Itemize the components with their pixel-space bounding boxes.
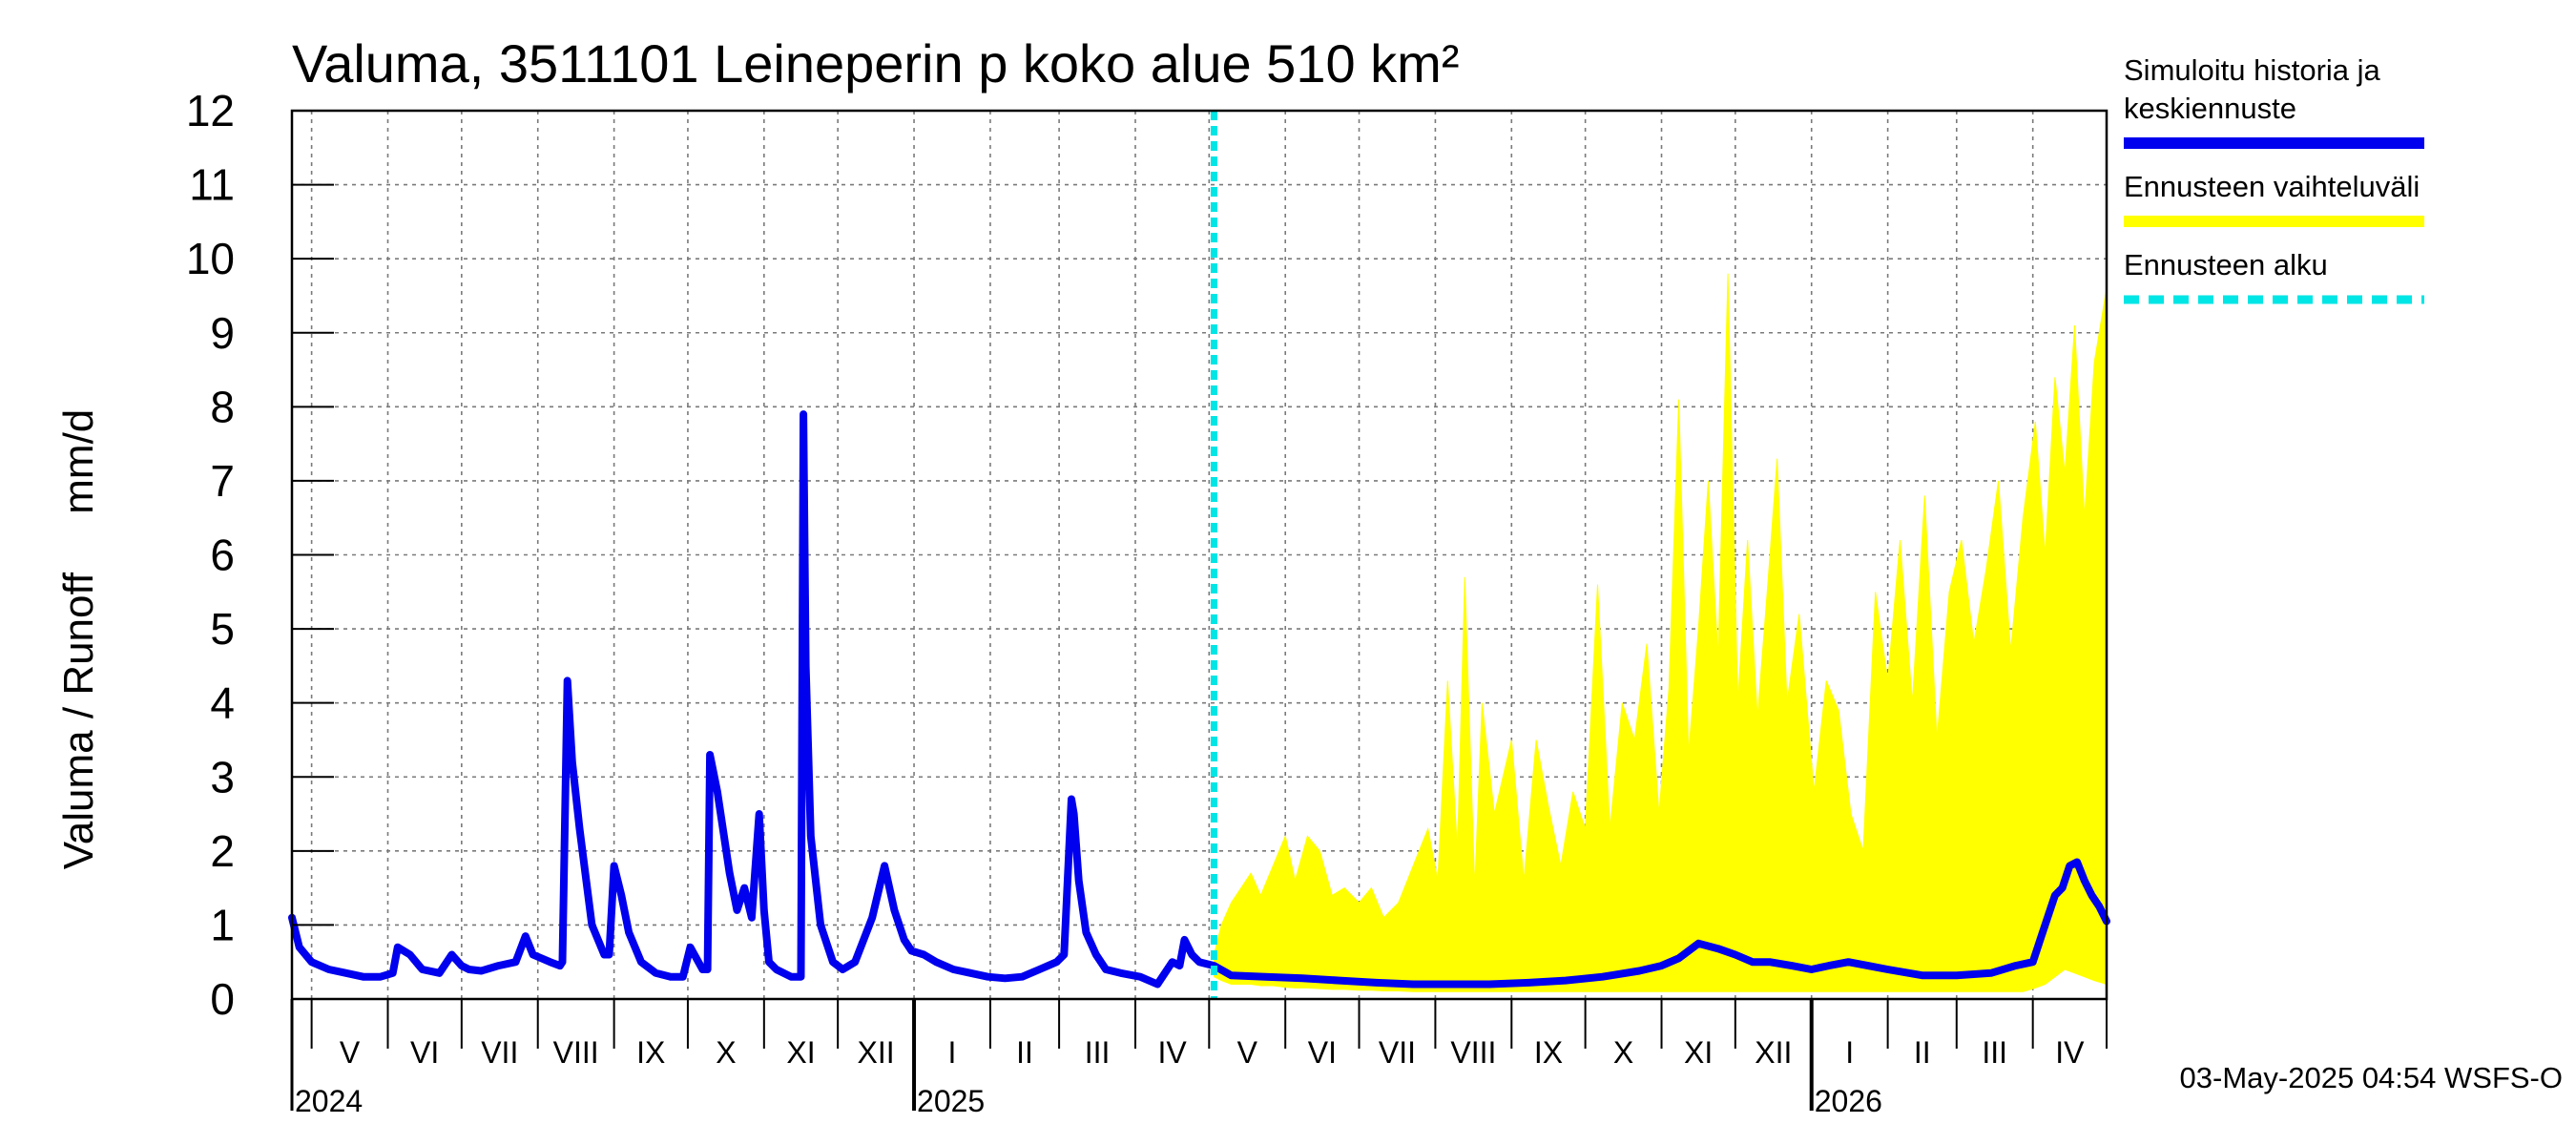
- month-label-10: III: [1085, 1035, 1111, 1070]
- legend-label-2-0: Ennusteen alku: [2124, 248, 2328, 281]
- y-tick-label-9: 9: [210, 308, 235, 358]
- y-tick-label-5: 5: [210, 604, 235, 654]
- simulated-runoff-line: [288, 410, 2110, 989]
- month-label-15: VIII: [1450, 1035, 1496, 1070]
- month-label-21: II: [1914, 1035, 1931, 1070]
- month-label-14: VII: [1379, 1035, 1416, 1070]
- chart-title: Valuma, 3511101 Leineperin p koko alue 5…: [292, 33, 1459, 94]
- y-tick-label-0: 0: [210, 974, 235, 1024]
- month-label-7: XII: [858, 1035, 895, 1070]
- y-tick-label-6: 6: [210, 531, 235, 580]
- month-label-12: V: [1237, 1035, 1258, 1070]
- month-label-1: VI: [410, 1035, 439, 1070]
- legend-label-0-1: keskiennuste: [2124, 92, 2296, 125]
- month-label-3: VIII: [553, 1035, 599, 1070]
- y-tick-label-11: 11: [189, 160, 235, 210]
- month-label-2: VII: [481, 1035, 518, 1070]
- month-label-11: IV: [1158, 1035, 1188, 1070]
- x-axis: V VI VII VIII IX X XI XII I II III IV V VI VII VIII IX X X…: [290, 999, 2108, 1118]
- legend-label-1-0: Ennusteen vaihteluväli: [2124, 170, 2420, 203]
- month-label-22: III: [1982, 1035, 2007, 1070]
- month-label-5: X: [716, 1035, 736, 1070]
- month-label-20: I: [1845, 1035, 1854, 1070]
- month-label-18: XI: [1684, 1035, 1713, 1070]
- y-tick-label-12: 12: [186, 86, 235, 135]
- legend-label-0-0: Simuloitu historia ja: [2124, 53, 2381, 87]
- forecast-range-band: [1214, 273, 2108, 992]
- year-label-2026: 2026: [1815, 1084, 1882, 1118]
- month-label-6: XI: [786, 1035, 815, 1070]
- y-tick-label-7: 7: [210, 456, 235, 506]
- year-label-2025: 2025: [917, 1084, 985, 1118]
- month-label-13: VI: [1308, 1035, 1337, 1070]
- timestamp-footer: 03-May-2025 04:54 WSFS-O: [2180, 1061, 2563, 1094]
- year-label-2024: 2024: [295, 1084, 363, 1118]
- legend: Simuloitu historia ja keskiennuste Ennuste…: [2124, 53, 2424, 304]
- y-tick-label-2: 2: [210, 826, 235, 876]
- month-label-4: IX: [636, 1035, 665, 1070]
- month-label-23: IV: [2055, 1035, 2085, 1070]
- y-tick-label-4: 4: [210, 678, 235, 728]
- y-tick-label-10: 10: [186, 234, 235, 283]
- y-axis-label: Valuma / Runoff mm/d: [55, 409, 102, 870]
- month-label-16: IX: [1534, 1035, 1563, 1070]
- month-label-19: XII: [1755, 1035, 1792, 1070]
- forecast-range-area: [1214, 273, 2108, 992]
- y-tick-label-3: 3: [210, 752, 235, 802]
- month-label-0: V: [340, 1035, 361, 1070]
- month-label-9: II: [1016, 1035, 1033, 1070]
- y-tick-label-1: 1: [210, 900, 235, 949]
- month-label-8: I: [948, 1035, 957, 1070]
- month-label-17: X: [1613, 1035, 1633, 1070]
- runoff-line: [288, 410, 2110, 989]
- y-tick-label-8: 8: [210, 382, 235, 431]
